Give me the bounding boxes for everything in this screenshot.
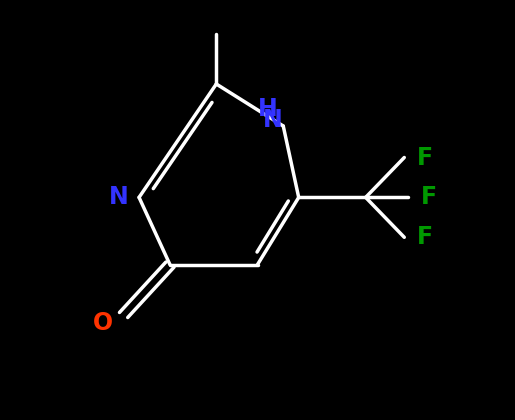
Text: O: O — [93, 311, 113, 336]
Text: F: F — [420, 185, 437, 210]
Text: N: N — [263, 108, 283, 132]
Text: F: F — [417, 145, 433, 170]
Text: N: N — [109, 185, 128, 210]
Text: F: F — [417, 225, 433, 249]
Text: H: H — [258, 97, 278, 121]
